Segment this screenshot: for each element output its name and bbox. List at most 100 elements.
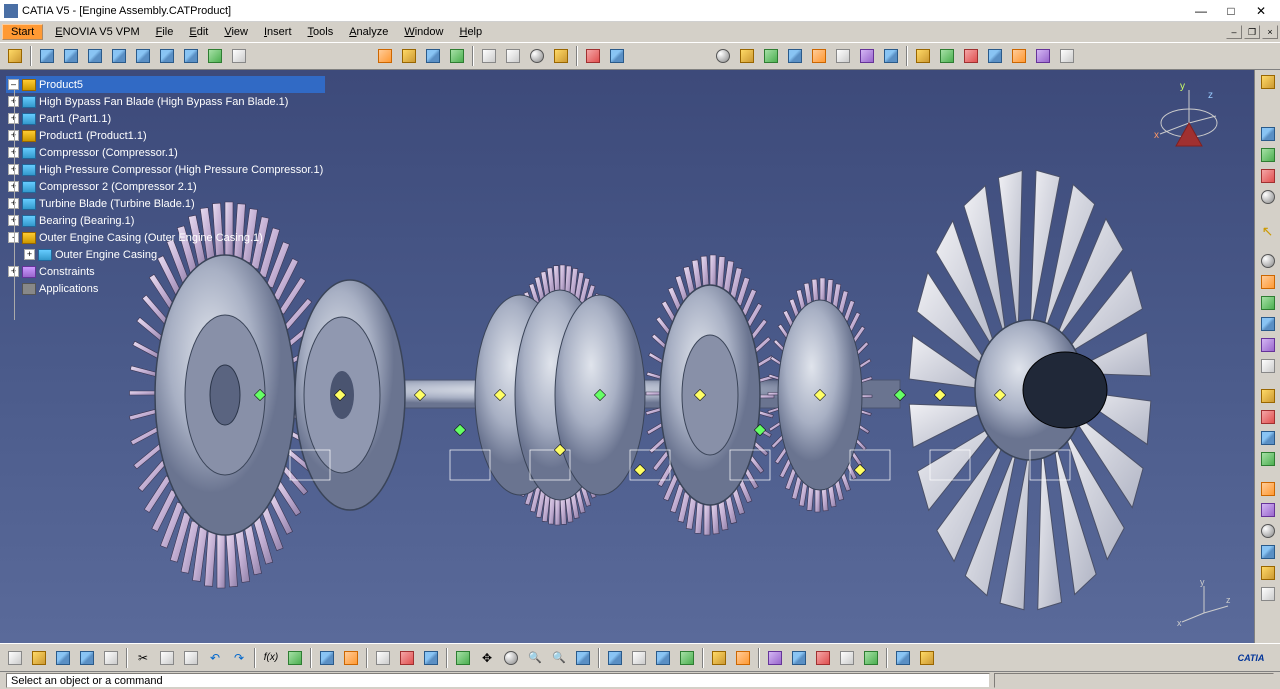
save-button[interactable] [52,647,74,669]
menu-file[interactable]: File [148,24,182,40]
rtool-10[interactable] [1257,356,1279,376]
rtool-19[interactable] [1257,563,1279,583]
tree-item[interactable]: +Product1 (Product1.1) [6,127,325,144]
view-mode-2[interactable] [628,647,650,669]
btool-13[interactable] [916,647,938,669]
link-tool-6[interactable] [832,45,854,67]
component-tool-2[interactable] [60,45,82,67]
link-tool-7[interactable] [856,45,878,67]
catalog-tool-5[interactable] [1008,45,1030,67]
formula-button[interactable]: f(x) [260,647,282,669]
tree-item[interactable]: +Constraints [6,263,325,280]
rtool-9[interactable] [1257,335,1279,355]
tree-root[interactable]: – Product5 [6,76,325,93]
view-mode-3[interactable] [652,647,674,669]
new-button[interactable] [4,647,26,669]
btool-8[interactable] [788,647,810,669]
btool-4[interactable] [372,647,394,669]
menu-help[interactable]: Help [451,24,490,40]
mdi-restore-button[interactable]: ❐ [1244,25,1260,39]
rtool-15[interactable] [1257,479,1279,499]
hide-show-button[interactable] [708,647,730,669]
tree-item[interactable]: +High Bypass Fan Blade (High Bypass Fan … [6,93,325,110]
zoom-out-button[interactable]: 🔍 [548,647,570,669]
rtool-4[interactable] [1257,187,1279,207]
catalog-tool-4[interactable] [984,45,1006,67]
link-tool-2[interactable] [736,45,758,67]
redo-button[interactable]: ↷ [228,647,250,669]
link-tool-8[interactable] [880,45,902,67]
annotation-tool-1[interactable] [582,45,604,67]
rtool-12[interactable] [1257,407,1279,427]
undo-button[interactable]: ↶ [204,647,226,669]
close-button[interactable]: ✕ [1246,1,1276,21]
btool-7[interactable] [764,647,786,669]
tree-item[interactable]: -Outer Engine Casing (Outer Engine Casin… [6,229,325,246]
swap-button[interactable] [732,647,754,669]
link-tool-1[interactable] [712,45,734,67]
measure-tool-4[interactable] [550,45,572,67]
mdi-close-button[interactable]: × [1262,25,1278,39]
component-tool-6[interactable] [156,45,178,67]
rtool-5[interactable] [1257,251,1279,271]
menu-enovia-v5-vpm[interactable]: ENOVIA V5 VPM [47,24,147,40]
constraint-tool-1[interactable] [374,45,396,67]
rtool-17[interactable] [1257,521,1279,541]
normal-view-button[interactable] [572,647,594,669]
rotate-button[interactable] [500,647,522,669]
measure-tool-2[interactable] [502,45,524,67]
rtool-7[interactable] [1257,293,1279,313]
tree-expand-icon[interactable]: – [8,79,19,90]
start-menu-button[interactable]: Start [2,24,43,40]
btool-5[interactable] [396,647,418,669]
tree-item[interactable]: +Outer Engine Casing [6,246,325,263]
rtool-6[interactable] [1257,272,1279,292]
link-tool-3[interactable] [760,45,782,67]
btool-3[interactable] [340,647,362,669]
zoom-in-button[interactable]: 🔍 [524,647,546,669]
paste-button[interactable] [180,647,202,669]
rtool-13[interactable] [1257,428,1279,448]
rtool-18[interactable] [1257,542,1279,562]
catalog-tool-7[interactable] [1056,45,1078,67]
constraint-tool-3[interactable] [422,45,444,67]
minimize-button[interactable]: — [1186,1,1216,21]
component-tool-7[interactable] [180,45,202,67]
menu-analyze[interactable]: Analyze [341,24,396,40]
annotation-tool-2[interactable] [606,45,628,67]
constraint-tool-2[interactable] [398,45,420,67]
btool-12[interactable] [892,647,914,669]
menu-edit[interactable]: Edit [181,24,216,40]
view-mode-1[interactable] [604,647,626,669]
product-tool[interactable] [4,45,26,67]
rtool-11[interactable] [1257,386,1279,406]
3d-viewport[interactable]: – Product5 +High Bypass Fan Blade (High … [0,70,1254,643]
rtool-20[interactable] [1257,584,1279,604]
btool-1[interactable] [284,647,306,669]
btool-2[interactable] [316,647,338,669]
rtool-14[interactable] [1257,449,1279,469]
print-button[interactable] [100,647,122,669]
tree-item[interactable]: +Compressor (Compressor.1) [6,144,325,161]
cut-button[interactable]: ✂ [132,647,154,669]
compass[interactable]: x y z [1144,78,1224,158]
pan-button[interactable]: ✥ [476,647,498,669]
tree-expand-icon[interactable]: + [24,249,35,260]
view-mode-4[interactable] [676,647,698,669]
replace-tool[interactable] [204,45,226,67]
workbench-button[interactable] [1257,72,1279,92]
menu-tools[interactable]: Tools [300,24,342,40]
tree-item[interactable]: Applications [6,280,325,297]
component-tool-5[interactable] [132,45,154,67]
measure-tool-1[interactable] [478,45,500,67]
select-tool[interactable]: ↖ [1257,221,1279,241]
menu-window[interactable]: Window [396,24,451,40]
link-tool-5[interactable] [808,45,830,67]
catalog-tool-3[interactable] [960,45,982,67]
catalog-tool-6[interactable] [1032,45,1054,67]
fit-all-button[interactable] [452,647,474,669]
rtool-16[interactable] [1257,500,1279,520]
tree-item[interactable]: +High Pressure Compressor (High Pressure… [6,161,325,178]
component-tool-1[interactable] [36,45,58,67]
btool-9[interactable] [812,647,834,669]
